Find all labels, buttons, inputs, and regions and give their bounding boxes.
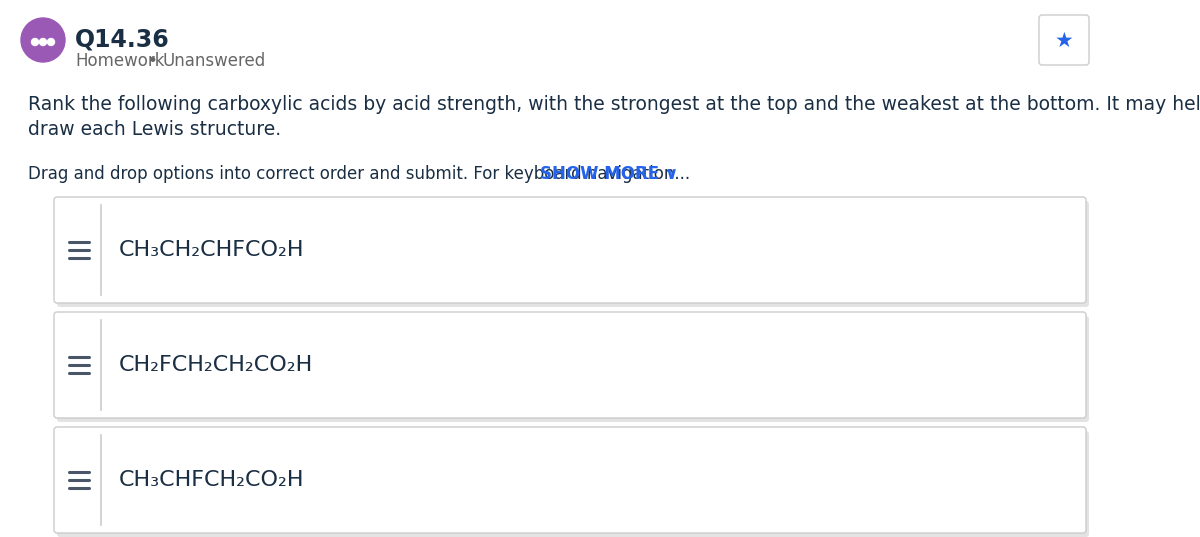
FancyBboxPatch shape — [58, 431, 1090, 537]
Text: Drag and drop options into correct order and submit. For keyboard navigation...: Drag and drop options into correct order… — [28, 165, 690, 183]
Text: •: • — [148, 52, 158, 70]
FancyBboxPatch shape — [54, 427, 1086, 533]
Text: CH₃CH₂CHFCO₂H: CH₃CH₂CHFCO₂H — [119, 240, 305, 260]
Text: draw each Lewis structure.: draw each Lewis structure. — [28, 120, 281, 139]
Text: Unanswered: Unanswered — [162, 52, 265, 70]
FancyBboxPatch shape — [1039, 15, 1090, 65]
Circle shape — [40, 39, 47, 46]
Text: CH₂FCH₂CH₂CO₂H: CH₂FCH₂CH₂CO₂H — [119, 355, 313, 375]
FancyBboxPatch shape — [54, 312, 1086, 418]
Text: Rank the following carboxylic acids by acid strength, with the strongest at the : Rank the following carboxylic acids by a… — [28, 95, 1200, 114]
FancyBboxPatch shape — [58, 201, 1090, 307]
Text: ★: ★ — [1055, 31, 1073, 51]
Text: Homework: Homework — [74, 52, 164, 70]
FancyBboxPatch shape — [58, 316, 1090, 422]
Circle shape — [22, 18, 65, 62]
Text: CH₃CHFCH₂CO₂H: CH₃CHFCH₂CO₂H — [119, 470, 305, 490]
Text: SHOW MORE ∨: SHOW MORE ∨ — [540, 165, 678, 183]
FancyBboxPatch shape — [54, 197, 1086, 303]
Circle shape — [48, 39, 54, 46]
Circle shape — [31, 39, 38, 46]
Text: Q14.36: Q14.36 — [74, 28, 169, 52]
